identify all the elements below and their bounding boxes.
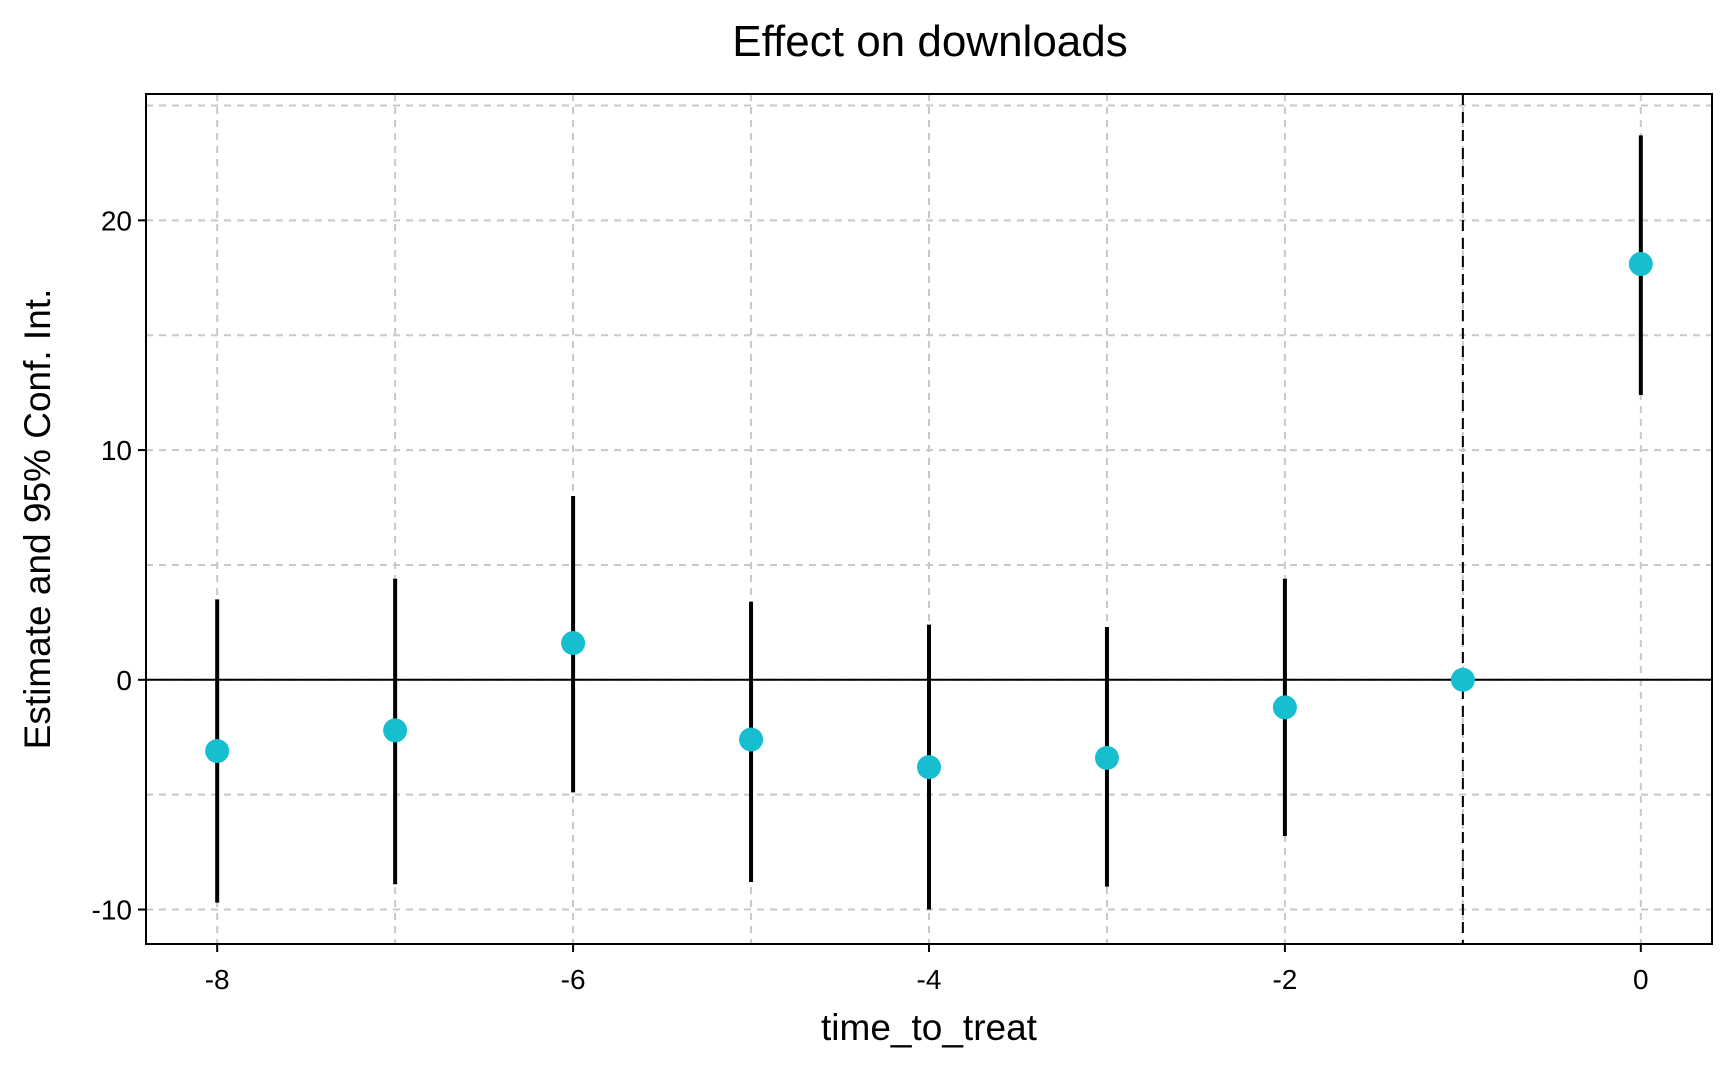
y-axis-ticks: -10 0 10 20 — [92, 205, 146, 926]
x-tick-label: 0 — [1633, 964, 1649, 995]
estimate-point — [739, 727, 764, 752]
y-tick-label: 20 — [101, 205, 132, 236]
estimate-point — [1450, 667, 1475, 692]
estimate-point — [205, 739, 230, 764]
x-tick-label: -6 — [561, 964, 586, 995]
x-axis-label: time_to_treat — [821, 1007, 1038, 1048]
estimate-point — [1094, 745, 1119, 770]
estimate-points — [205, 252, 1653, 780]
estimate-point — [561, 631, 586, 656]
x-tick-label: -8 — [205, 964, 230, 995]
y-tick-label: -10 — [92, 895, 132, 926]
x-tick-label: -2 — [1272, 964, 1297, 995]
x-tick-label: -4 — [917, 964, 942, 995]
y-tick-label: 0 — [116, 665, 132, 696]
estimate-point — [383, 718, 408, 743]
estimate-point — [1628, 252, 1653, 276]
estimate-point — [917, 755, 941, 780]
y-axis-label: Estimate and 95% Conf. Int. — [17, 289, 58, 750]
x-axis-ticks: -8 -6 -4 -2 0 — [205, 944, 1649, 995]
estimate-point — [1272, 695, 1297, 720]
y-tick-label: 10 — [101, 435, 132, 466]
chart-title: Effect on downloads — [732, 17, 1127, 66]
